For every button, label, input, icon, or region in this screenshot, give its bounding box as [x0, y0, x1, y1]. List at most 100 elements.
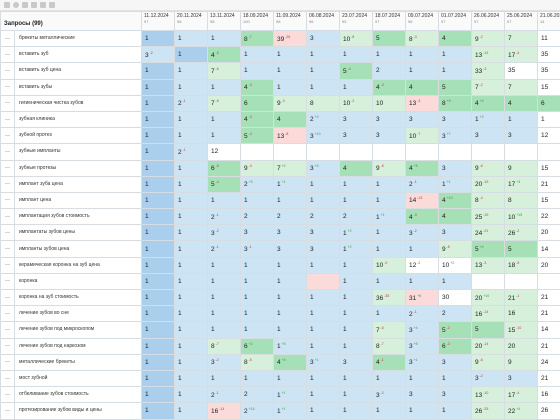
keyword-cell[interactable]: имплантация зубов стоимость [15, 209, 142, 225]
keyword-cell[interactable]: имплант цена [15, 192, 142, 208]
position-delta: +4 [516, 407, 520, 411]
keyword-cell[interactable]: коронка [15, 273, 142, 289]
eye-icon[interactable] [13, 2, 19, 8]
position-value: 3 [343, 132, 347, 139]
drag-handle-icon[interactable]: — [1, 79, 15, 95]
date-column-header[interactable]: 21.06.202414 [538, 12, 560, 31]
drag-handle-icon[interactable]: — [1, 95, 15, 111]
keyword-cell[interactable]: зубная клиника [15, 111, 142, 127]
keyword-cell[interactable]: импланты зубов цена [15, 241, 142, 257]
drag-handle-icon[interactable]: — [1, 257, 15, 273]
keyword-cell[interactable]: лечение зубов под микроскопом [15, 322, 142, 338]
position-cell: 39-26 [274, 31, 307, 47]
drag-handle-icon[interactable]: — [1, 160, 15, 176]
position-cell: 9 [505, 160, 538, 176]
position-value: 1 [277, 181, 281, 188]
drag-handle-icon[interactable]: — [1, 31, 15, 47]
drag-handle-icon[interactable]: — [1, 387, 15, 403]
keyword-cell[interactable]: зубные протезы [15, 160, 142, 176]
keyword-cell[interactable]: гигиеническая чистка зубов [15, 95, 142, 111]
drag-handle-icon[interactable]: — [1, 176, 15, 192]
position-cell: 1 [340, 79, 373, 95]
drag-handle-icon[interactable]: — [1, 209, 15, 225]
keyword-cell[interactable]: имплантаты зубов цены [15, 225, 142, 241]
keyword-cell[interactable]: мост зубной [15, 370, 142, 386]
position-cell: 4+4 [274, 354, 307, 370]
position-value: 1 [244, 278, 248, 285]
keyword-cell[interactable]: брекеты металлические [15, 31, 142, 47]
position-value: 3 [310, 229, 314, 236]
position-value: 9 [442, 246, 446, 253]
drag-handle-icon[interactable]: — [1, 241, 15, 257]
keyword-cell[interactable]: вставить зубы [15, 79, 142, 95]
column-date: 01.07.2024 [439, 12, 471, 19]
drag-handle-icon[interactable]: — [1, 290, 15, 306]
position-value: 3 [376, 116, 380, 123]
position-cell: 1 [406, 273, 439, 289]
position-cell: 9-3 [241, 160, 274, 176]
position-cell: 21 [538, 176, 560, 192]
drag-handle-icon[interactable]: — [1, 354, 15, 370]
column-date: 25.06.2024 [505, 12, 537, 19]
keyword-cell[interactable]: вставить зуб цена [15, 63, 142, 79]
link-icon[interactable] [31, 2, 37, 8]
position-value: 3 [442, 165, 446, 172]
folder-icon[interactable] [49, 2, 55, 8]
position-cell: 1 [175, 306, 208, 322]
position-cell: 3-2 [208, 225, 241, 241]
position-cell: 30 [439, 290, 472, 306]
position-value: 1 [211, 84, 215, 91]
drag-handle-icon[interactable]: — [1, 192, 15, 208]
keyword-cell[interactable]: зубные импланты [15, 144, 142, 160]
keyword-cell[interactable]: металлические брекеты [15, 354, 142, 370]
position-cell: 9-2 [472, 31, 505, 47]
drag-handle-icon[interactable]: — [1, 403, 15, 419]
position-cell: 1 [208, 128, 241, 144]
position-cell: 8-4 [472, 192, 505, 208]
keyword-cell[interactable]: лечение зубов под наркозом [15, 338, 142, 354]
position-delta: -1 [216, 391, 219, 395]
drag-handle-icon[interactable]: — [1, 47, 15, 63]
drag-handle-icon[interactable]: — [1, 128, 15, 144]
keyword-cell[interactable]: коронка на зуб стоимость [15, 290, 142, 306]
drag-handle-icon[interactable]: — [1, 306, 15, 322]
keyword-cell[interactable]: вставить зуб [15, 47, 142, 63]
drag-handle-icon[interactable]: — [1, 370, 15, 386]
drag-handle-icon[interactable]: — [1, 144, 15, 160]
keyword-cell[interactable]: керамическая коронка на зуб цена [15, 257, 142, 273]
position-delta: +2 [480, 115, 484, 119]
keyword-cell[interactable]: отбеливание зубов стоимость [15, 387, 142, 403]
keyword-cell[interactable]: протезирование зубов виды и цены [15, 403, 142, 419]
position-value: 1 [211, 294, 215, 301]
keyword-cell[interactable]: имплант зуба цена [15, 176, 142, 192]
filter-icon[interactable] [22, 2, 28, 8]
drag-handle-icon[interactable]: — [1, 111, 15, 127]
position-value: 2 [178, 100, 182, 107]
drag-handle-icon[interactable]: — [1, 63, 15, 79]
drag-handle-icon[interactable]: — [1, 225, 15, 241]
keyword-cell[interactable]: лечение зубов во сне [15, 306, 142, 322]
grid-icon[interactable] [40, 2, 46, 8]
drag-handle-icon[interactable]: — [1, 273, 15, 289]
keyword-cell[interactable]: зубной протез [15, 128, 142, 144]
keywords-header[interactable]: Запросы (99) [1, 12, 142, 31]
drag-handle-icon[interactable]: — [1, 338, 15, 354]
drag-handle-icon[interactable]: — [1, 322, 15, 338]
position-value: 1 [310, 67, 314, 74]
position-delta: -2 [414, 229, 417, 233]
position-cell: 1 [142, 370, 175, 386]
columns-icon[interactable] [4, 2, 10, 8]
